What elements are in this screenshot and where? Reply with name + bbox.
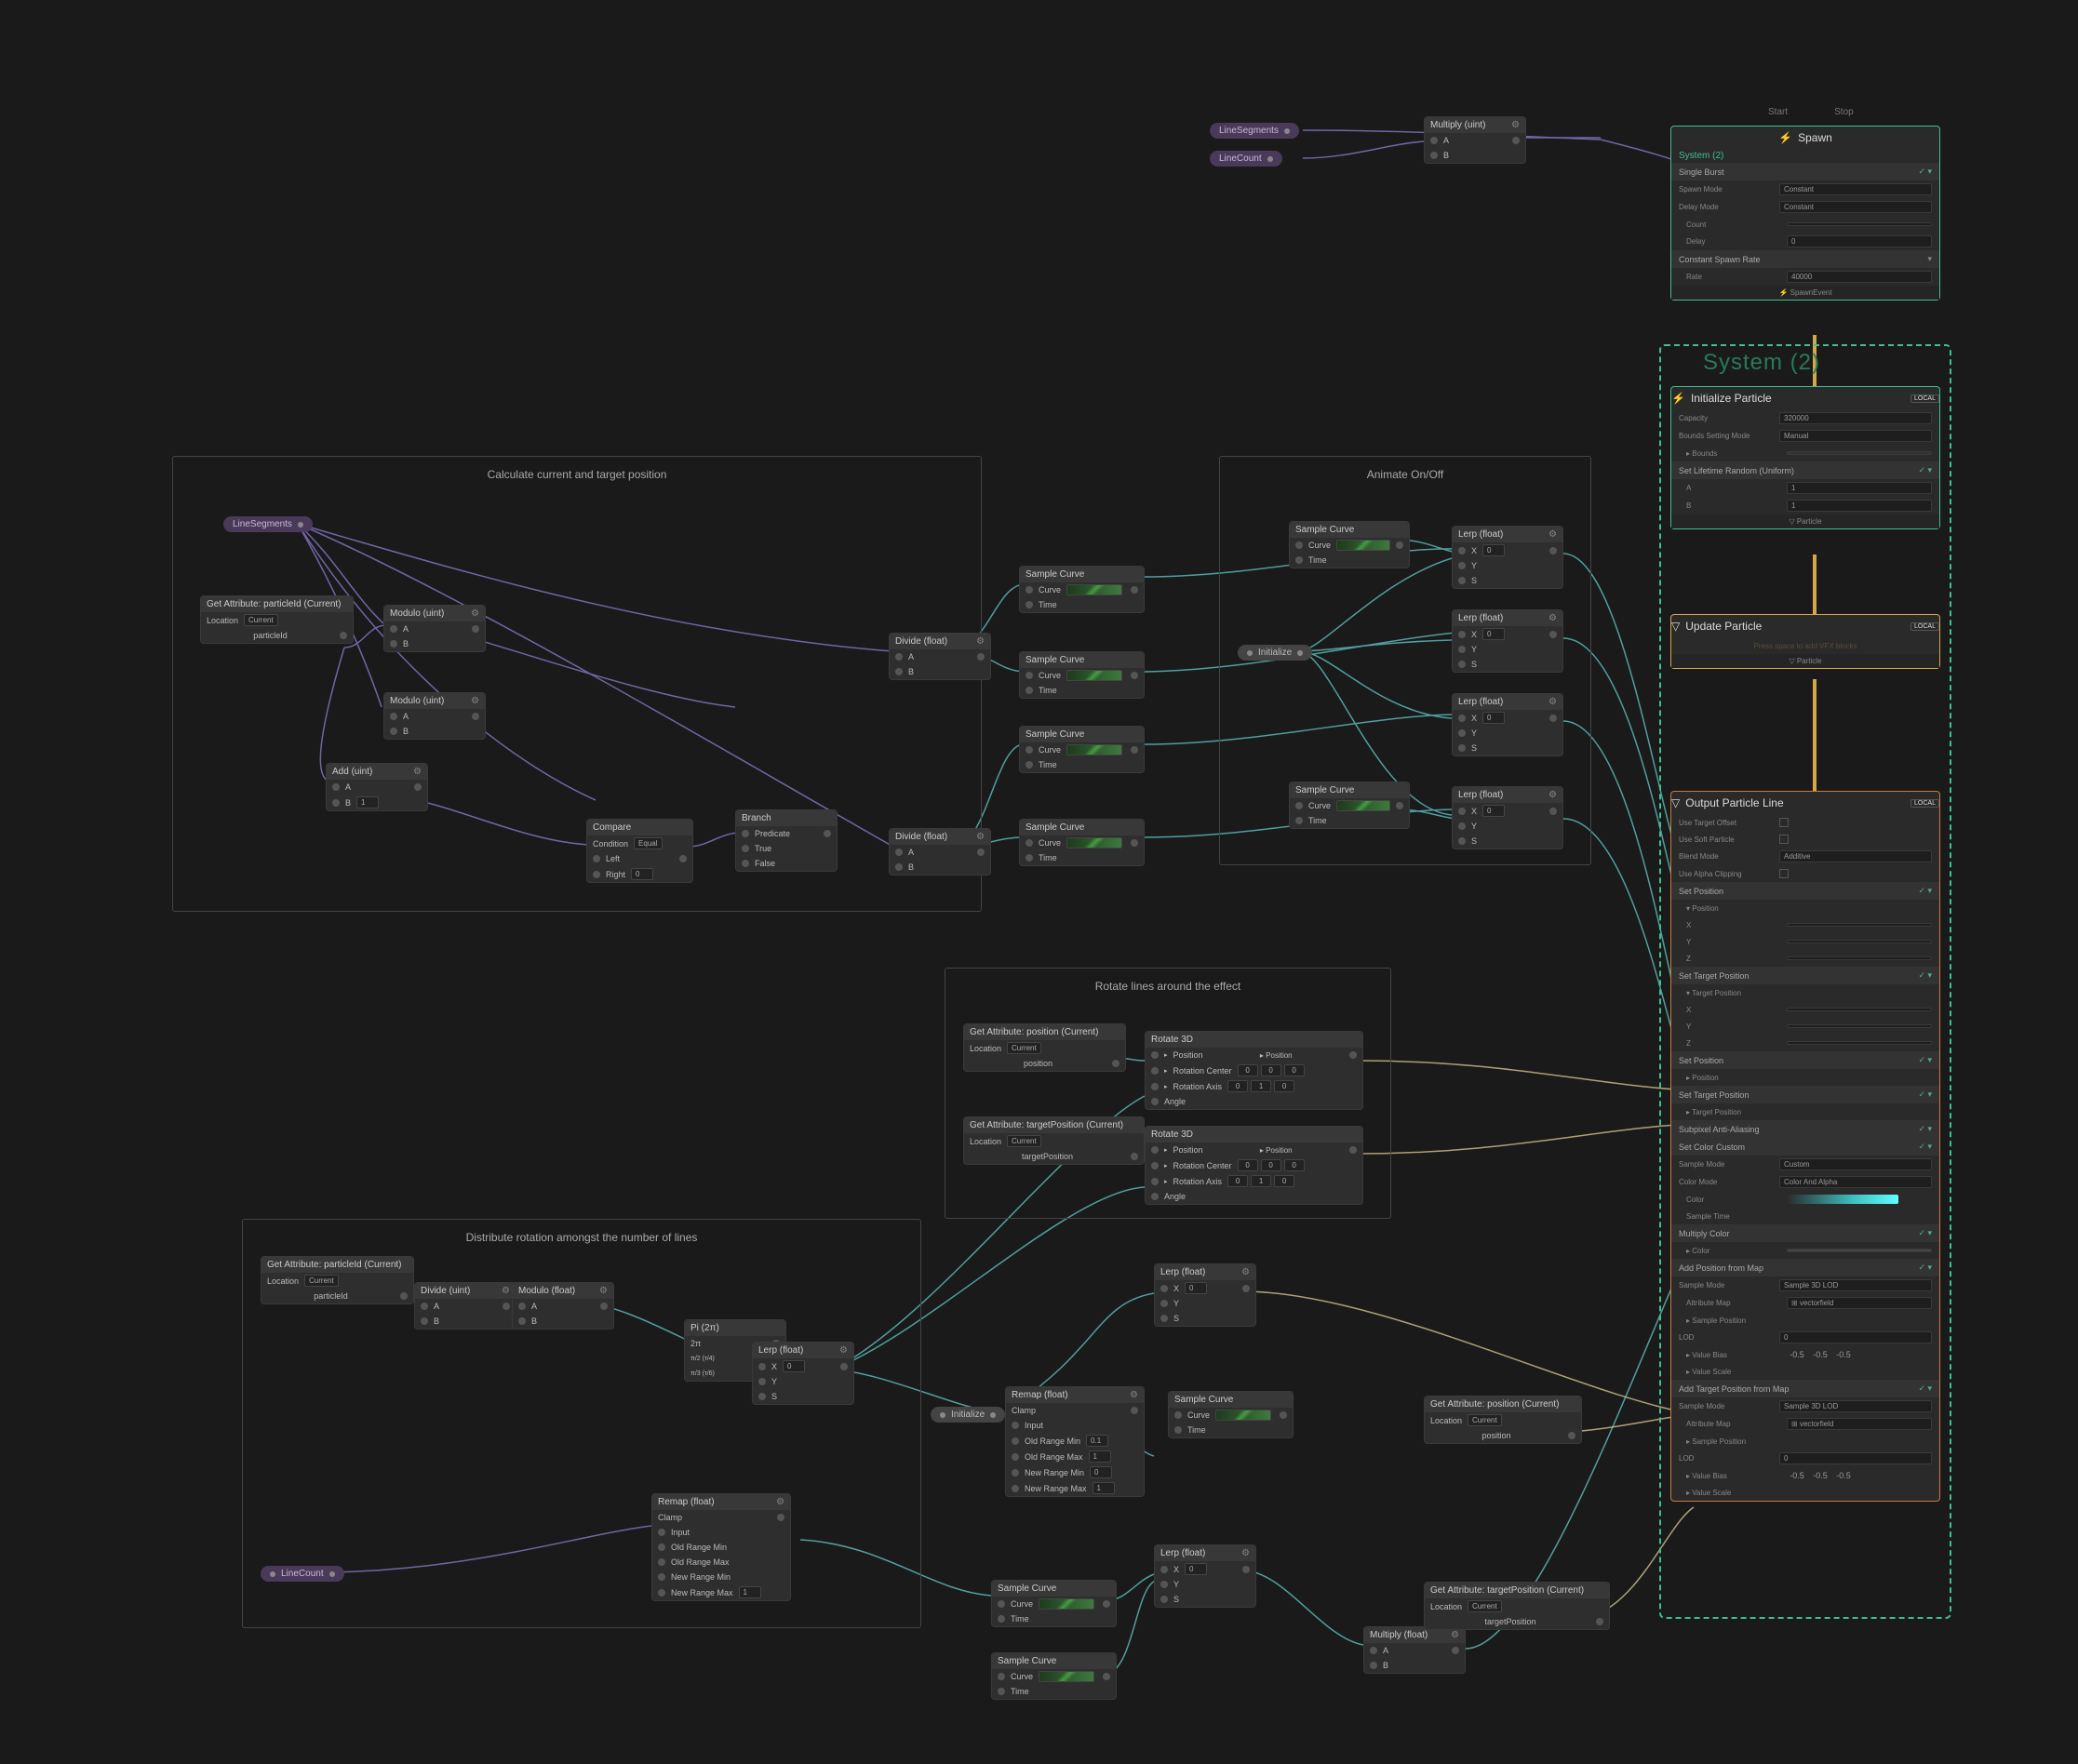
- lightning-icon: ⚡: [1671, 392, 1685, 405]
- node-modulo-f[interactable]: Modulo (float)⚙ A B: [512, 1282, 614, 1330]
- node-getattr-pos[interactable]: Get Attribute: position (Current) Locati…: [963, 1023, 1126, 1072]
- node-lerp-4[interactable]: Lerp (float)⚙ X0 Y S: [1452, 786, 1563, 849]
- node-getattr-pid2[interactable]: Get Attribute: particleId (Current) Loca…: [261, 1256, 414, 1304]
- node-modulo2[interactable]: Modulo (uint)⚙ A B: [383, 692, 486, 740]
- ctx-output[interactable]: ▽Output Particle LineLOCAL Use Target Of…: [1670, 791, 1940, 1502]
- node-samplecurve-2[interactable]: Sample Curve Curve Time: [1019, 651, 1145, 699]
- lightning-icon: ⚡: [1778, 288, 1788, 297]
- pill-linesegments-left[interactable]: LineSegments: [223, 516, 313, 532]
- spawn-block2-title: Constant Spawn Rate▾: [1671, 250, 1939, 268]
- node-anim-samplecurve-2[interactable]: Sample Curve Curve Time: [1289, 782, 1410, 829]
- node-samplecurve-low3[interactable]: Sample Curve Curve Time: [991, 1652, 1117, 1700]
- node-remap2[interactable]: Remap (float)⚙ Clamp Input Old Range Min…: [651, 1493, 791, 1601]
- pill-initialize-low[interactable]: Initialize: [931, 1407, 1005, 1423]
- node-lerp-3[interactable]: Lerp (float)⚙ X0 Y S: [1452, 693, 1563, 756]
- node-samplecurve-1[interactable]: Sample Curve Curve Time: [1019, 566, 1145, 613]
- node-divide1[interactable]: Divide (float)⚙ A B: [889, 633, 991, 680]
- ctx-spawn[interactable]: ⚡Spawn System (2) Single Burst✓ ▾ Spawn …: [1670, 126, 1940, 301]
- spawn-nub: ⚡ SpawnEvent: [1671, 286, 1939, 300]
- pill-linecount-top[interactable]: LineCount: [1210, 151, 1282, 167]
- node-multiply-f-low[interactable]: Multiply (float)⚙ A B: [1363, 1626, 1466, 1674]
- node-rotate3d-2[interactable]: Rotate 3D ▸Position▸ Position ▸Rotation …: [1145, 1126, 1363, 1205]
- node-multiply-top[interactable]: Multiply (uint)⚙ A B: [1424, 116, 1526, 164]
- node-remap1[interactable]: Remap (float)⚙ Clamp Input Old Range Min…: [1005, 1386, 1145, 1497]
- ctx-update[interactable]: ▽Update ParticleLOCAL Press space to add…: [1670, 614, 1940, 669]
- node-rotate3d-1[interactable]: Rotate 3D ▸Position▸ Position ▸Rotation …: [1145, 1031, 1363, 1110]
- node-modulo1[interactable]: Modulo (uint)⚙ A B: [383, 605, 486, 652]
- lightning-icon: ⚡: [1778, 131, 1792, 144]
- start-label: Start: [1768, 107, 1788, 117]
- node-add1[interactable]: Add (uint)⚙ A B1: [326, 763, 428, 811]
- group-rotate-title: Rotate lines around the effect: [955, 976, 1381, 1002]
- update-header: ▽Update ParticleLOCAL: [1671, 615, 1939, 637]
- group-anim-title: Animate On/Off: [1229, 464, 1581, 490]
- node-lerp-2[interactable]: Lerp (float)⚙ X0 Y S: [1452, 609, 1563, 673]
- ctx-init[interactable]: ⚡Initialize ParticleLOCAL Capacity320000…: [1670, 386, 1940, 529]
- node-lerp-1[interactable]: Lerp (float)⚙ X0 Y S: [1452, 526, 1563, 589]
- group-calc-title: Calculate current and target position: [182, 464, 972, 490]
- pill-linesegments-top[interactable]: LineSegments: [1210, 123, 1299, 139]
- init-header: ⚡Initialize ParticleLOCAL: [1671, 387, 1939, 409]
- node-branch[interactable]: Branch Predicate True False: [735, 809, 838, 872]
- system-title: System (2): [1671, 149, 1939, 163]
- node-anim-samplecurve-1[interactable]: Sample Curve Curve Time: [1289, 521, 1410, 568]
- top-labels: Start Stop: [1768, 107, 1854, 117]
- stop-label: Stop: [1834, 107, 1854, 117]
- color-gradient[interactable]: [1787, 1195, 1898, 1204]
- pill-initialize-mid[interactable]: Initialize: [1238, 645, 1312, 661]
- node-samplecurve-4[interactable]: Sample Curve Curve Time: [1019, 819, 1145, 866]
- node-getattr-tpos[interactable]: Get Attribute: targetPosition (Current) …: [963, 1116, 1145, 1165]
- output-header: ▽Output Particle LineLOCAL: [1671, 792, 1939, 814]
- node-getattr-tpos-low[interactable]: Get Attribute: targetPosition (Current) …: [1424, 1582, 1610, 1630]
- node-samplecurve-low1[interactable]: Sample Curve Curve Time: [1168, 1391, 1294, 1438]
- node-samplecurve-3[interactable]: Sample Curve Curve Time: [1019, 726, 1145, 773]
- node-getattr-pid[interactable]: Get Attribute: particleId (Current) Loca…: [200, 595, 354, 644]
- spawn-block1-title: Single Burst✓ ▾: [1671, 163, 1939, 180]
- node-divide-u[interactable]: Divide (uint)⚙ A B: [414, 1282, 516, 1330]
- node-lerp-low3[interactable]: Lerp (float)⚙ X0 Y S: [1154, 1263, 1256, 1327]
- node-lerp-low[interactable]: Lerp (float)⚙ X0 Y S: [752, 1342, 854, 1405]
- node-lerp-low2[interactable]: Lerp (float)⚙ X0 Y S: [1154, 1544, 1256, 1608]
- node-getattr-pos-low[interactable]: Get Attribute: position (Current) Locati…: [1424, 1396, 1582, 1444]
- pill-linecount-low[interactable]: LineCount: [261, 1566, 344, 1582]
- node-divide2[interactable]: Divide (float)⚙ A B: [889, 828, 991, 875]
- node-samplecurve-low2[interactable]: Sample Curve Curve Time: [991, 1580, 1117, 1627]
- group-dist-title: Distribute rotation amongst the number o…: [252, 1227, 911, 1253]
- spawn-header: ⚡Spawn: [1671, 127, 1939, 149]
- node-compare[interactable]: Compare ConditionEqual Left Right0: [586, 819, 693, 883]
